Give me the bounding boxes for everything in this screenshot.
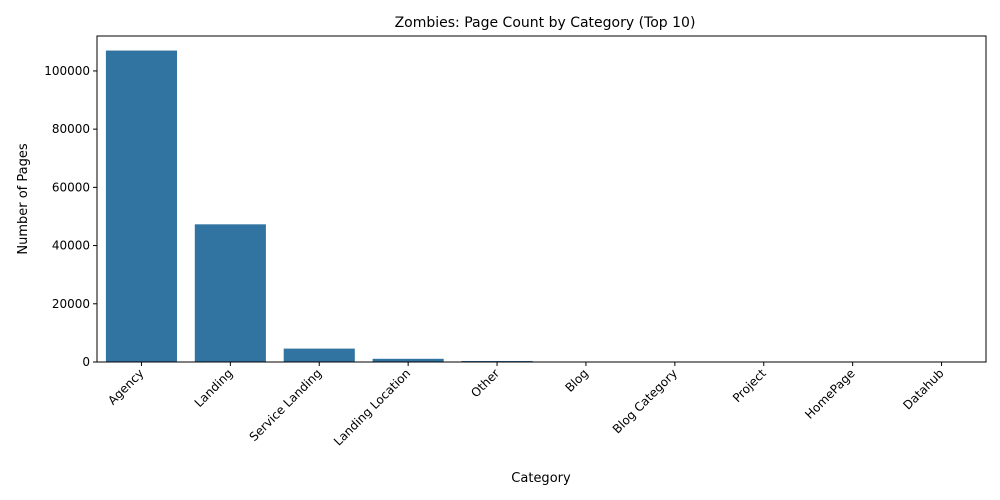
chart-title: Zombies: Page Count by Category (Top 10)	[395, 15, 696, 31]
bars-group	[105, 50, 978, 363]
x-tick-label: Landing Location	[331, 366, 413, 448]
x-axis-label: Category	[511, 471, 571, 486]
x-tick-label: Datahub	[900, 366, 946, 412]
x-tick-label: Service Landing	[247, 366, 325, 444]
x-tick-label: Blog	[562, 366, 591, 395]
x-axis: Agency Landing Service Landing Landing Loca…	[105, 362, 947, 449]
plot-frame	[96, 35, 987, 363]
y-tick-label: 40000	[52, 239, 90, 253]
x-tick-label: Agency	[105, 366, 146, 407]
y-axis-label: Number of Pages	[16, 143, 31, 254]
y-tick-label: 60000	[52, 180, 90, 194]
bar-service-landing	[283, 348, 355, 362]
y-tick-label: 0	[82, 355, 90, 369]
x-tick-label: Blog Category	[610, 366, 680, 436]
x-tick-label: Project	[730, 366, 769, 405]
bar-landing	[194, 224, 266, 362]
x-tick-label: Other	[468, 366, 502, 400]
y-axis: 0 20000 40000 60000 80000 100000	[44, 64, 97, 369]
x-tick-label: Landing	[192, 366, 236, 410]
bar-agency	[105, 50, 178, 363]
x-tick-label: HomePage	[802, 366, 858, 422]
y-tick-label: 100000	[44, 64, 90, 78]
bar-other	[461, 360, 533, 362]
y-tick-label: 20000	[52, 297, 90, 311]
y-tick-label: 80000	[52, 122, 90, 136]
bar-landing-location	[372, 358, 444, 362]
